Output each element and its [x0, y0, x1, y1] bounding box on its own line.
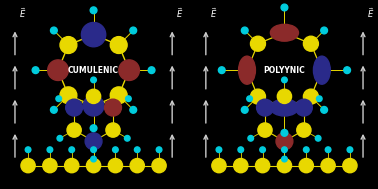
Circle shape	[258, 123, 272, 137]
Circle shape	[277, 89, 291, 104]
Circle shape	[316, 96, 322, 101]
Circle shape	[299, 159, 313, 173]
Circle shape	[110, 87, 127, 104]
Text: $\vec{E}$: $\vec{E}$	[19, 6, 26, 20]
Circle shape	[260, 147, 265, 153]
Circle shape	[135, 147, 140, 153]
Circle shape	[91, 156, 96, 162]
Ellipse shape	[251, 89, 265, 104]
Ellipse shape	[251, 36, 265, 51]
Ellipse shape	[270, 24, 299, 41]
Circle shape	[282, 77, 287, 83]
Circle shape	[325, 147, 331, 153]
Circle shape	[281, 129, 288, 136]
Circle shape	[87, 159, 101, 173]
Circle shape	[110, 37, 127, 53]
Circle shape	[130, 159, 144, 173]
Circle shape	[130, 27, 136, 34]
Circle shape	[130, 106, 136, 113]
Circle shape	[60, 37, 77, 53]
Circle shape	[81, 22, 106, 47]
Circle shape	[247, 96, 253, 101]
Circle shape	[91, 147, 96, 153]
Text: POLYYNIC: POLYYNIC	[263, 66, 305, 75]
Circle shape	[105, 99, 121, 116]
Ellipse shape	[313, 56, 330, 84]
Circle shape	[25, 147, 31, 153]
Ellipse shape	[270, 99, 299, 116]
Circle shape	[90, 125, 97, 132]
Circle shape	[91, 77, 96, 83]
Circle shape	[212, 159, 226, 173]
Circle shape	[276, 133, 293, 150]
Circle shape	[344, 67, 350, 74]
Circle shape	[282, 147, 287, 153]
Circle shape	[321, 27, 327, 34]
Circle shape	[321, 106, 327, 113]
Ellipse shape	[239, 56, 256, 84]
Circle shape	[152, 159, 166, 173]
Circle shape	[90, 7, 97, 14]
Circle shape	[218, 67, 225, 74]
Circle shape	[281, 4, 288, 11]
Ellipse shape	[304, 89, 318, 104]
Circle shape	[43, 159, 57, 173]
Circle shape	[257, 99, 273, 116]
Circle shape	[234, 159, 248, 173]
Circle shape	[242, 27, 248, 34]
Circle shape	[51, 106, 57, 113]
Circle shape	[65, 159, 79, 173]
Circle shape	[108, 159, 122, 173]
Circle shape	[60, 87, 77, 104]
Circle shape	[66, 99, 82, 116]
Circle shape	[315, 136, 321, 141]
Circle shape	[56, 96, 62, 101]
Circle shape	[277, 159, 291, 173]
Circle shape	[125, 96, 131, 101]
Circle shape	[83, 95, 104, 116]
Circle shape	[85, 133, 102, 150]
Circle shape	[32, 67, 39, 74]
Circle shape	[321, 159, 335, 173]
Circle shape	[156, 147, 162, 153]
Circle shape	[87, 89, 101, 104]
Circle shape	[21, 159, 35, 173]
Circle shape	[296, 99, 312, 116]
Circle shape	[242, 106, 248, 113]
Text: CUMULENIC: CUMULENIC	[68, 66, 119, 75]
Circle shape	[297, 123, 311, 137]
Circle shape	[304, 147, 309, 153]
Circle shape	[48, 60, 68, 81]
Circle shape	[343, 159, 357, 173]
Circle shape	[347, 147, 353, 153]
Circle shape	[148, 67, 155, 74]
Circle shape	[248, 136, 254, 141]
Circle shape	[124, 136, 130, 141]
Ellipse shape	[304, 36, 318, 51]
Text: $\vec{E}$: $\vec{E}$	[176, 6, 183, 20]
Circle shape	[282, 156, 287, 162]
Circle shape	[57, 136, 63, 141]
Circle shape	[51, 27, 57, 34]
Circle shape	[69, 147, 74, 153]
Circle shape	[113, 147, 118, 153]
Text: $\vec{E}$: $\vec{E}$	[209, 6, 217, 20]
Circle shape	[256, 159, 270, 173]
Circle shape	[106, 123, 120, 137]
Circle shape	[119, 60, 139, 81]
Circle shape	[238, 147, 243, 153]
Text: $\vec{E}$: $\vec{E}$	[367, 6, 374, 20]
Circle shape	[47, 147, 53, 153]
Circle shape	[67, 123, 81, 137]
Circle shape	[216, 147, 222, 153]
